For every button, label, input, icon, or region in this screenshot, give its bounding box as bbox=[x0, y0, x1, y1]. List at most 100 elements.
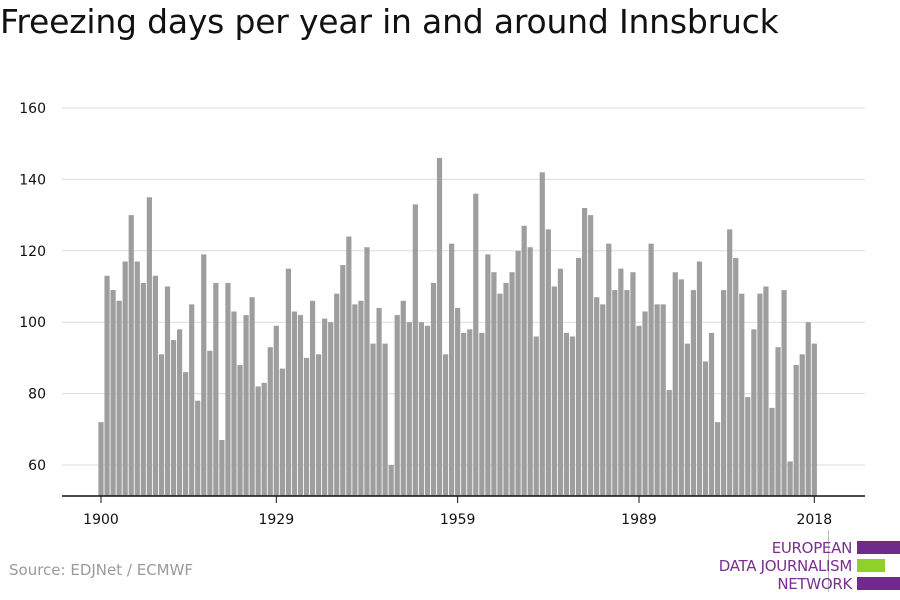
bar-1903 bbox=[116, 300, 122, 496]
bar-1947 bbox=[382, 343, 388, 496]
bar-2003 bbox=[721, 290, 727, 496]
bar-1911 bbox=[164, 286, 171, 496]
logo-text-line1: EUROPEAN bbox=[771, 539, 853, 557]
bar-1975 bbox=[551, 286, 557, 496]
bar-1905 bbox=[128, 215, 134, 496]
bar-2006 bbox=[739, 293, 745, 496]
bar-1925 bbox=[249, 297, 255, 496]
bar-2009 bbox=[757, 293, 763, 496]
bar-1968 bbox=[509, 272, 515, 496]
bar-2011 bbox=[769, 407, 775, 496]
bar-1966 bbox=[497, 293, 503, 496]
source-note: Source: EDJNet / ECMWF bbox=[9, 561, 194, 579]
chart-title: Freezing days per year in and around Inn… bbox=[0, 2, 779, 41]
bar-1902 bbox=[110, 290, 116, 496]
bar-2018 bbox=[811, 343, 817, 496]
bar-1981 bbox=[588, 215, 594, 496]
bar-1988 bbox=[630, 272, 636, 496]
bar-1907 bbox=[140, 282, 146, 496]
bar-1912 bbox=[170, 340, 177, 496]
bar-1974 bbox=[545, 229, 551, 496]
bar-1946 bbox=[376, 307, 382, 496]
bar-1954 bbox=[424, 325, 431, 496]
bar-1951 bbox=[406, 322, 412, 496]
bar-1996 bbox=[678, 279, 684, 496]
bar-1939 bbox=[334, 293, 340, 496]
bar-2005 bbox=[733, 257, 739, 496]
edjnet-logo: EUROPEAN DATA JOURNALISM NETWORK bbox=[700, 530, 900, 600]
bar-1971 bbox=[527, 247, 533, 496]
bar-1962 bbox=[473, 193, 479, 496]
bar-1958 bbox=[449, 243, 455, 496]
bar-1949 bbox=[394, 315, 400, 496]
bar-1963 bbox=[479, 332, 485, 496]
bar-1938 bbox=[328, 322, 334, 496]
bar-1934 bbox=[303, 357, 310, 496]
bar-1995 bbox=[672, 272, 678, 496]
bar-1919 bbox=[213, 282, 219, 496]
bar-1901 bbox=[104, 275, 110, 496]
bar-1910 bbox=[158, 354, 165, 496]
bar-1930 bbox=[279, 368, 285, 496]
x-tick-label: 1929 bbox=[258, 512, 294, 528]
bar-1936 bbox=[316, 354, 322, 496]
bar-2000 bbox=[702, 361, 709, 496]
bar-1909 bbox=[152, 275, 159, 496]
logo-text-line3: NETWORK bbox=[777, 575, 852, 593]
bar-1967 bbox=[503, 282, 509, 496]
y-axis-ticks: 60 80 100 120 140 160 bbox=[19, 101, 46, 474]
bar-1927 bbox=[261, 382, 267, 496]
bar-1984 bbox=[606, 243, 612, 496]
bars bbox=[98, 157, 817, 497]
bar-1921 bbox=[225, 282, 231, 496]
bar-1928 bbox=[267, 347, 273, 496]
bar-1979 bbox=[575, 257, 582, 496]
bar-1906 bbox=[134, 261, 140, 496]
bar-1914 bbox=[183, 372, 189, 496]
bar-1980 bbox=[582, 207, 588, 496]
y-tick-label: 120 bbox=[19, 244, 46, 260]
bar-1922 bbox=[231, 311, 237, 496]
bar-1955 bbox=[430, 282, 437, 496]
bar-1972 bbox=[533, 336, 539, 496]
bar-1976 bbox=[557, 268, 564, 496]
bar-1960 bbox=[461, 332, 467, 496]
bar-1926 bbox=[255, 386, 261, 496]
bar-1900 bbox=[98, 422, 104, 496]
bar-1959 bbox=[455, 307, 461, 496]
bar-2001 bbox=[708, 332, 715, 496]
bar-1929 bbox=[273, 325, 279, 496]
bar-1957 bbox=[442, 354, 449, 496]
bar-1986 bbox=[618, 268, 624, 496]
x-tick-label: 1959 bbox=[440, 512, 476, 528]
bar-1970 bbox=[521, 225, 527, 496]
bar-1983 bbox=[600, 304, 606, 496]
bar-2012 bbox=[775, 347, 781, 496]
x-tick-label: 2018 bbox=[796, 512, 832, 528]
bar-2017 bbox=[805, 322, 811, 496]
bar-1940 bbox=[340, 265, 346, 496]
logo-purple-bar-top bbox=[857, 541, 900, 554]
bar-1998 bbox=[690, 290, 697, 496]
logo-divider bbox=[828, 530, 829, 592]
bar-1935 bbox=[309, 300, 316, 496]
bar-1924 bbox=[243, 315, 249, 496]
bar-2016 bbox=[799, 354, 805, 496]
logo-text-line2: DATA JOURNALISM bbox=[718, 557, 853, 575]
y-tick-label: 80 bbox=[28, 387, 46, 403]
bar-1923 bbox=[237, 365, 243, 496]
bar-1997 bbox=[684, 343, 690, 496]
x-axis: 1900 1929 1959 1989 2018 bbox=[62, 495, 865, 528]
bar-1904 bbox=[122, 261, 128, 496]
bar-1973 bbox=[539, 172, 545, 496]
x-tick-label: 1900 bbox=[83, 512, 119, 528]
x-tick-label: 1989 bbox=[621, 512, 657, 528]
bar-1948 bbox=[388, 465, 394, 496]
bar-1913 bbox=[176, 329, 183, 496]
bar-1945 bbox=[370, 343, 376, 496]
bar-1916 bbox=[195, 400, 201, 496]
bar-1964 bbox=[485, 254, 491, 496]
bar-1950 bbox=[400, 300, 406, 496]
bar-1999 bbox=[696, 261, 703, 496]
